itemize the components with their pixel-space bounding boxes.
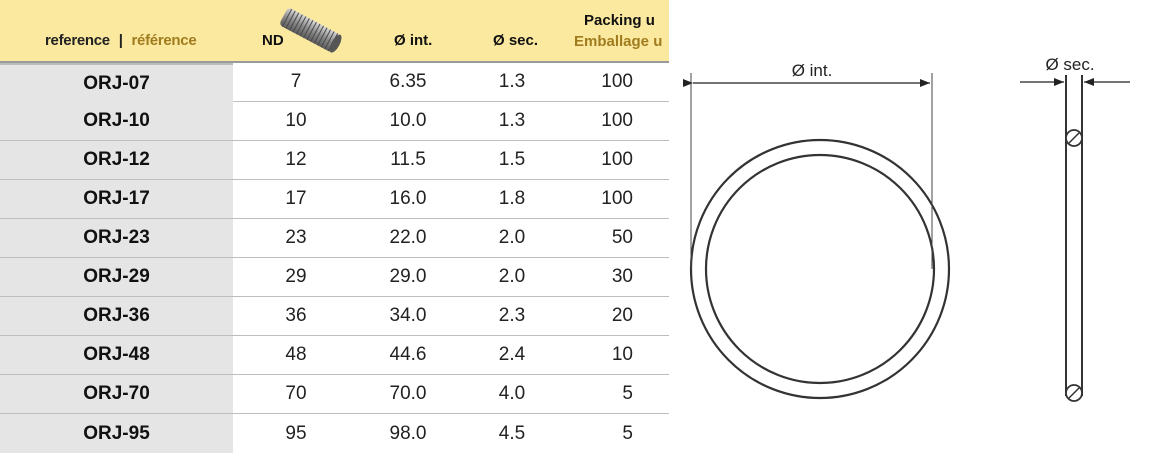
- cell-d-sec: 2.3: [498, 305, 526, 326]
- cell-packing: 100: [601, 149, 633, 170]
- table-row: ORJ-70 70 70.0 4.0 5: [0, 375, 669, 414]
- tube-rib: [296, 16, 307, 35]
- cell-d-sec: 2.0: [498, 227, 526, 248]
- header-packing-fr: Emballage u: [574, 33, 663, 50]
- header-divider: [0, 61, 669, 63]
- cell-d-sec: 4.0: [498, 383, 526, 404]
- header-nd: ND: [262, 32, 284, 49]
- cell-nd: 95: [285, 422, 307, 444]
- inner-circle: [704, 153, 936, 385]
- cell-d-sec: 2.0: [498, 266, 526, 287]
- cell-d-int: 11.5: [390, 149, 426, 170]
- front-view: Ø int.: [683, 61, 951, 400]
- tube-rib: [285, 10, 296, 29]
- cell-nd: 29: [285, 266, 307, 287]
- header-reference-en: reference: [45, 32, 110, 49]
- cell-d-int: 6.35: [389, 71, 427, 92]
- cell-nd: 48: [285, 344, 307, 365]
- cell-reference: ORJ-10: [0, 102, 233, 140]
- tube-rib: [281, 8, 293, 27]
- cell-d-sec: 1.5: [498, 149, 526, 170]
- side-view: Ø sec.: [1020, 55, 1130, 402]
- tube-rib: [288, 12, 300, 31]
- section-top-hatch: [1068, 132, 1080, 144]
- cell-nd: 23: [285, 227, 307, 248]
- cell-nd: 70: [285, 383, 307, 404]
- cell-d-sec: 4.5: [498, 422, 526, 444]
- cell-reference: ORJ-12: [0, 141, 233, 179]
- cell-nd: 10: [285, 110, 307, 131]
- cell-nd: 12: [285, 149, 307, 170]
- tube-rib: [317, 27, 328, 46]
- cell-reference: ORJ-29: [0, 258, 233, 296]
- table-row: ORJ-95 95 98.0 4.5 5: [0, 414, 669, 453]
- cell-packing: 100: [601, 71, 633, 92]
- table-header: reference | référence ND Ø int. Ø sec. P…: [0, 0, 669, 63]
- tube-rib: [299, 18, 310, 37]
- tube-rib: [313, 25, 324, 44]
- label-d-int: Ø int.: [792, 61, 833, 80]
- header-d-sec: Ø sec.: [493, 32, 539, 49]
- cell-d-int: 22.0: [389, 227, 427, 248]
- cell-packing: 100: [601, 110, 633, 131]
- cell-d-int: 10.0: [389, 110, 427, 131]
- cell-packing: 100: [601, 188, 633, 209]
- cell-nd: 7: [290, 71, 302, 92]
- tube-rib: [320, 29, 332, 48]
- tube-rib: [310, 23, 321, 42]
- cell-reference: ORJ-07: [0, 63, 233, 103]
- tube-rib: [303, 19, 314, 39]
- table-row: ORJ-17 17 16.0 1.8 100: [0, 180, 669, 219]
- cell-nd: 17: [285, 188, 307, 209]
- table-row: ORJ-12 12 11.5 1.5 100: [0, 141, 669, 180]
- cell-packing: 50: [611, 227, 633, 248]
- o-ring-diagram: Ø int. Ø sec.: [683, 55, 1130, 402]
- cell-d-sec: 1.3: [498, 71, 526, 92]
- tube-rib: [292, 14, 303, 33]
- cell-d-int: 34.0: [389, 305, 427, 326]
- cell-d-sec: 1.3: [498, 110, 526, 131]
- cell-packing: 10: [611, 344, 633, 365]
- cell-reference: ORJ-36: [0, 297, 233, 335]
- cell-d-sec: 2.4: [498, 344, 526, 365]
- table-row: ORJ-29 29 29.0 2.0 30: [0, 258, 669, 297]
- header-packing-en: Packing u: [584, 12, 655, 29]
- product-table: reference | référence ND Ø int. Ø sec. P…: [0, 0, 669, 453]
- table-body: ORJ-07 7 6.35 1.3 100 ORJ-10 10 10.0 1.3 100 ORJ…: [0, 63, 669, 453]
- cell-d-int: 98.0: [389, 422, 427, 444]
- corrugated-tube-icon: [280, 8, 342, 53]
- label-d-sec: Ø sec.: [1045, 55, 1094, 74]
- header-d-int: Ø int.: [394, 32, 433, 49]
- tube-rib: [306, 21, 317, 41]
- table-row: ORJ-23 23 22.0 2.0 50: [0, 219, 669, 258]
- table-row: ORJ-36 36 34.0 2.3 20: [0, 297, 669, 336]
- cell-d-int: 70.0: [389, 383, 427, 404]
- cell-reference: ORJ-23: [0, 219, 233, 257]
- cell-packing: 20: [611, 305, 633, 326]
- header-reference: reference | référence: [45, 32, 197, 49]
- cell-reference: ORJ-48: [0, 336, 233, 374]
- cell-packing: 5: [622, 422, 633, 444]
- cell-nd: 36: [285, 305, 307, 326]
- table-row: ORJ-10 10 10.0 1.3 100: [0, 102, 669, 141]
- cell-packing: 5: [622, 383, 633, 404]
- cell-reference: ORJ-95: [0, 414, 233, 453]
- outer-circle: [689, 138, 951, 400]
- table-row: ORJ-48 48 44.6 2.4 10: [0, 336, 669, 375]
- header-separator: |: [118, 32, 123, 49]
- cell-d-int: 29.0: [389, 266, 427, 287]
- cell-reference: ORJ-17: [0, 180, 233, 218]
- cell-packing: 30: [611, 266, 633, 287]
- cell-d-sec: 1.8: [498, 188, 526, 209]
- cell-d-int: 44.6: [389, 344, 427, 365]
- cell-d-int: 16.0: [389, 188, 427, 209]
- section-bottom-hatch: [1068, 387, 1080, 399]
- header-reference-fr: référence: [131, 32, 197, 49]
- table-row: ORJ-07 7 6.35 1.3 100: [0, 63, 669, 103]
- cell-reference: ORJ-70: [0, 375, 233, 413]
- tube-rib: [324, 31, 335, 50]
